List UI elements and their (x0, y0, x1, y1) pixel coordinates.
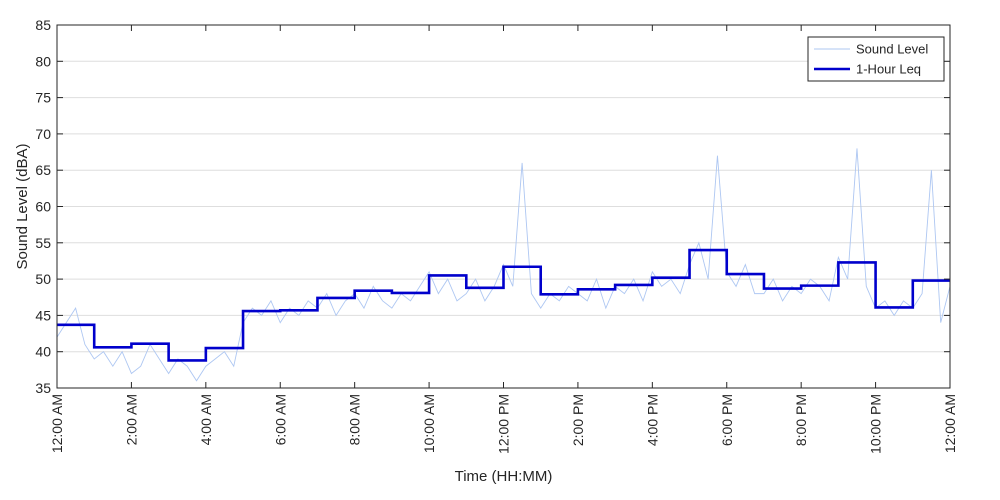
x-tick-label: 8:00 PM (793, 394, 809, 446)
y-tick-label: 65 (35, 162, 51, 178)
y-tick-label: 60 (35, 199, 51, 215)
x-tick-label: 8:00 AM (347, 394, 363, 445)
y-tick-label: 50 (35, 271, 51, 287)
x-tick-label: 6:00 PM (719, 394, 735, 446)
legend-label-sound-level: Sound Level (856, 42, 928, 57)
legend-label-leq: 1-Hour Leq (856, 62, 921, 77)
x-tick-label: 6:00 AM (272, 394, 288, 445)
y-tick-label: 85 (35, 17, 51, 33)
y-tick-label: 70 (35, 126, 51, 142)
series-line-leq (57, 248, 950, 362)
legend-box (807, 36, 945, 82)
legend: Sound Level 1-Hour Leq (807, 36, 945, 82)
y-tick-label: 35 (35, 380, 51, 396)
x-tick-label: 12:00 AM (942, 394, 958, 453)
y-tick-label: 75 (35, 90, 51, 106)
x-axis-title: Time (HH:MM) (455, 468, 553, 485)
x-tick-label: 4:00 AM (198, 394, 214, 445)
x-tick-label: 10:00 AM (421, 394, 437, 453)
x-tick-label: 4:00 PM (644, 394, 660, 446)
series-line-sound-level (56, 148, 951, 382)
x-tick-label: 10:00 PM (868, 394, 884, 454)
x-tick-label: 2:00 AM (123, 394, 139, 445)
x-tick-label: 12:00 AM (49, 394, 65, 453)
tick-layer: 35 40 45 50 55 60 65 70 75 80 85 12:00 AM 2:00 AM 4:0… (35, 17, 958, 454)
y-axis-title: Sound Level (dBA) (14, 144, 31, 270)
x-tick-label: 2:00 PM (570, 394, 586, 446)
plot-layer (56, 148, 951, 382)
y-tick-label: 40 (35, 344, 51, 360)
x-tick-label: 12:00 PM (496, 394, 512, 454)
y-tick-label: 55 (35, 235, 51, 251)
y-tick-label: 45 (35, 307, 51, 323)
y-tick-label: 80 (35, 53, 51, 69)
